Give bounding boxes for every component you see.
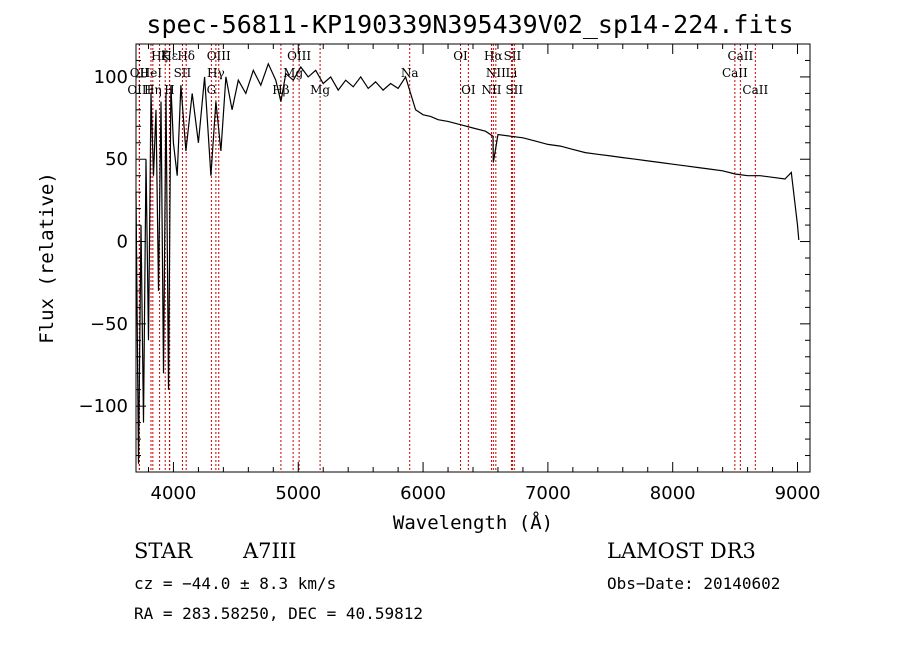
spectral-line-label: HeI: [140, 66, 163, 80]
spectral-line-label: Li: [506, 66, 518, 80]
spectral-line-label: Hγ: [207, 66, 225, 80]
spectral-line-label: OI: [461, 83, 476, 97]
spectral-line-label: SII: [504, 49, 522, 63]
spectral-line-label: SII: [505, 83, 523, 97]
x-tick-label: 6000: [400, 483, 446, 504]
chart-title: spec-56811-KP190339N395439V02_sp14-224.f…: [146, 10, 793, 39]
y-tick-label: −50: [90, 314, 128, 335]
y-axis-label: Flux (relative): [36, 172, 58, 344]
spectral-line-label: CaII: [742, 83, 768, 97]
flux-series-line: [135, 62, 800, 464]
spectral-line-label: NII: [481, 83, 501, 97]
spectral-line-label: Hα: [484, 49, 503, 63]
spectral-line-label: NII: [486, 66, 506, 80]
spectral-line-label: OIII: [207, 49, 231, 63]
survey-name: LAMOST DR3: [607, 539, 756, 563]
y-tick-label: 50: [105, 149, 128, 170]
x-axis-label: Wavelength (Å): [393, 511, 553, 534]
coordinates: RA = 283.58250, DEC = 40.59812: [134, 604, 423, 623]
x-tick-label: 5000: [275, 483, 321, 504]
y-tick-label: −100: [79, 396, 128, 417]
y-tick-label: 0: [117, 232, 128, 253]
spectral-line-label: OIII: [127, 83, 151, 97]
y-axis-ticks: −100 −50 0 50 100: [79, 43, 810, 457]
spectral-line-label: OI: [453, 49, 468, 63]
redshift-cz: cz = −44.0 ± 8.3 km/s: [134, 574, 336, 593]
spectral-line-label: Na: [401, 66, 419, 80]
x-tick-label: 9000: [775, 483, 821, 504]
spectral-line-label: G: [207, 83, 217, 97]
spectral-line-label: CaII: [727, 49, 753, 63]
spectral-line-label: CaII: [722, 66, 748, 80]
spectral-line-label: Hη: [144, 83, 162, 97]
object-subclass: A7III: [242, 539, 296, 563]
plot-frame: [135, 43, 811, 473]
spectral-line-label: Mg: [310, 83, 330, 97]
x-tick-label: 7000: [525, 483, 571, 504]
spectral-line-label: K: [161, 49, 171, 63]
object-type: STAR: [134, 539, 193, 563]
x-tick-label: 8000: [650, 483, 696, 504]
spectral-line-label: Hζ: [151, 49, 168, 63]
spectral-line-label: Hβ: [272, 83, 289, 97]
spectral-line-label: Hδ: [177, 49, 195, 63]
x-axis-ticks: 4000 5000 6000 7000 8000 9000: [147, 44, 821, 504]
spectral-line-label: SII: [174, 66, 192, 80]
y-tick-label: 100: [94, 67, 128, 88]
spectral-line-label: OIII: [287, 49, 311, 63]
x-tick-label: 4000: [151, 483, 197, 504]
observation-date: Obs−Date: 20140602: [607, 574, 780, 593]
spectral-line-label: H: [164, 83, 174, 97]
